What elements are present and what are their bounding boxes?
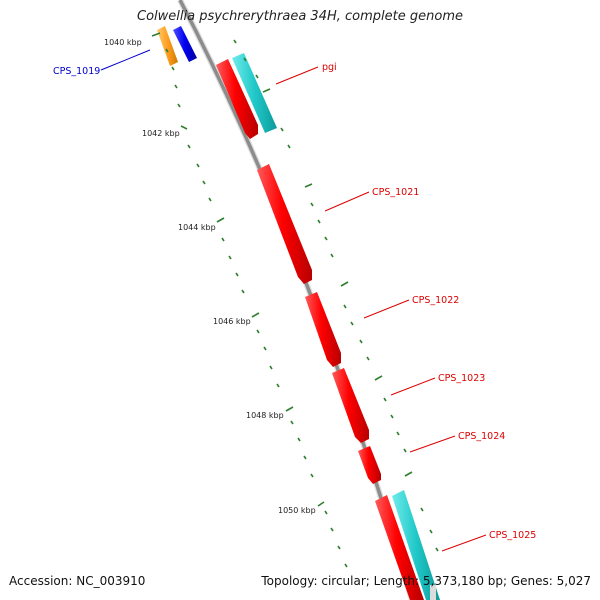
leader-CPS_1025 bbox=[441, 534, 487, 552]
leader-CPS_1022 bbox=[363, 299, 410, 319]
gene-label-CPS_1019[interactable]: CPS_1019 bbox=[53, 66, 100, 77]
leader-CPS_1021 bbox=[324, 191, 370, 212]
leader-CPS_1019 bbox=[100, 49, 151, 71]
gene-label-CPS_1021[interactable]: CPS_1021 bbox=[372, 187, 419, 198]
cds-feature-CPS_1025[interactable] bbox=[375, 495, 424, 600]
gene-label-pgi[interactable]: pgi bbox=[322, 62, 337, 73]
gene-label-CPS_1025[interactable]: CPS_1025 bbox=[489, 530, 536, 541]
gene-labels: CPS_1019 pgi CPS_1021 CPS_1022 CPS_1023 … bbox=[53, 62, 536, 541]
leader-CPS_1023 bbox=[390, 377, 436, 396]
forward-gene-features bbox=[232, 53, 440, 600]
gene-label-CPS_1022[interactable]: CPS_1022 bbox=[412, 295, 459, 306]
gene-feature-pgi[interactable] bbox=[232, 53, 277, 133]
tick-label-1042: 1042 kbp bbox=[142, 129, 180, 138]
gene-feature-CPS_1019[interactable] bbox=[157, 26, 178, 66]
genome-stats-text: Topology: circular; Length: 5,373,180 bp… bbox=[261, 574, 591, 588]
tick-label-1040: 1040 kbp bbox=[104, 38, 142, 47]
scale-ticks-outer bbox=[233, 39, 439, 552]
scale-tick-labels: 1040 kbp 1042 kbp 1044 kbp 1046 kbp 1048… bbox=[104, 38, 316, 515]
leader-CPS_1024 bbox=[409, 435, 456, 453]
forward-cds-features bbox=[216, 59, 424, 600]
tick-label-1044: 1044 kbp bbox=[178, 223, 216, 232]
label-leader-lines bbox=[100, 49, 487, 552]
accession-text: Accession: NC_003910 bbox=[9, 574, 146, 588]
gene-label-CPS_1023[interactable]: CPS_1023 bbox=[438, 373, 485, 384]
cds-feature-CPS_1022[interactable] bbox=[305, 292, 341, 367]
tick-label-1050: 1050 kbp bbox=[278, 506, 316, 515]
leader-pgi bbox=[275, 66, 319, 85]
cds-feature-CPS_1023[interactable] bbox=[332, 368, 369, 443]
tick-label-1046: 1046 kbp bbox=[213, 317, 251, 326]
cds-feature-pgi[interactable] bbox=[216, 59, 258, 139]
cds-feature-CPS_1019[interactable] bbox=[173, 26, 197, 62]
backbone-end-piece bbox=[430, 585, 436, 600]
scale-ticks-inner bbox=[151, 32, 348, 568]
gene-label-CPS_1024[interactable]: CPS_1024 bbox=[458, 431, 505, 442]
tick-label-1048: 1048 kbp bbox=[246, 411, 284, 420]
map-title: Colwellia psychrerythraea 34H, complete … bbox=[137, 9, 463, 24]
gene-feature-CPS_1025[interactable] bbox=[392, 490, 440, 600]
cds-feature-CPS_1021[interactable] bbox=[257, 164, 312, 284]
cds-feature-CPS_1024[interactable] bbox=[358, 446, 381, 484]
reverse-strand-features bbox=[157, 26, 197, 66]
